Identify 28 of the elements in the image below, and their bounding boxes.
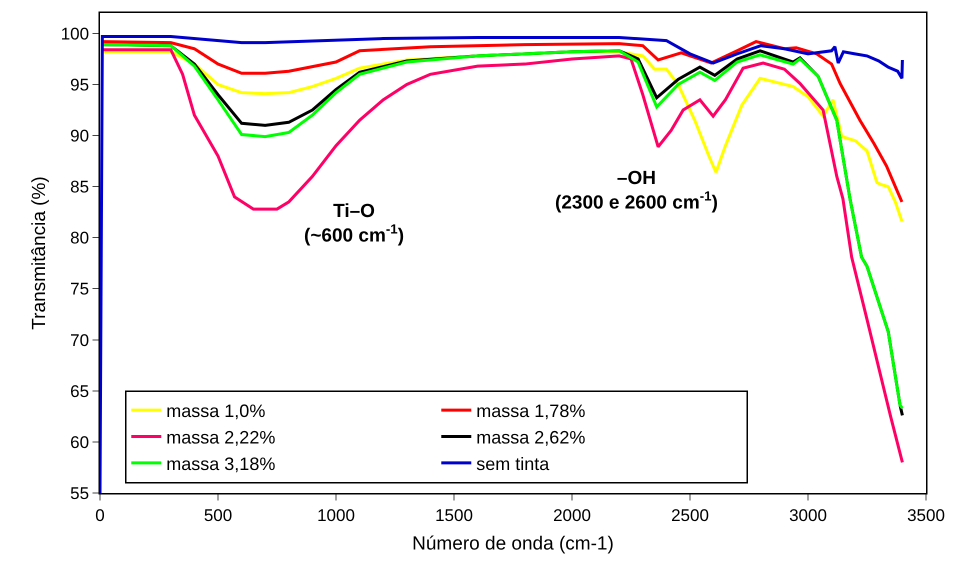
y-tick-label: 80 [70,228,90,248]
y-tick-label: 75 [70,280,90,299]
y-tick-label: 55 [70,484,90,503]
y-tick-label: 70 [70,330,90,350]
y-tick-label: 100 [60,24,90,44]
x-tick-label: 0 [95,506,105,525]
legend-label: massa 3,18% [166,454,276,474]
y-axis-title: Transmitância (%) [28,176,50,330]
x-axis-title: Número de onda (cm-1) [412,533,614,554]
x-tick-label: 2500 [671,506,709,525]
x-tick-label: 3000 [789,506,827,525]
x-tick-label: 2000 [553,506,591,525]
x-tick-label: 1000 [317,506,355,525]
legend-label: sem tinta [476,454,550,474]
y-tick-label: 95 [70,75,90,94]
y-tick-label: 60 [70,432,90,452]
x-tick-label: 1500 [435,506,473,525]
annotation: –OH (2300 e 2600 cm$^{-1}$) [555,168,718,214]
legend-label: massa 2,62% [476,428,586,448]
y-tick-label: 65 [70,382,90,401]
annotation: Ti–O (~600 cm$^{-1}$) [304,201,404,247]
y-tick-label: 85 [70,178,90,197]
legend-label: massa 1,78% [476,401,586,422]
x-tick-label: 3500 [907,506,945,525]
legend-label: massa 1,0% [166,401,266,422]
y-tick-label: 90 [70,126,90,146]
x-tick-label: 500 [204,506,232,525]
legend-label: massa 2,22% [166,428,276,448]
